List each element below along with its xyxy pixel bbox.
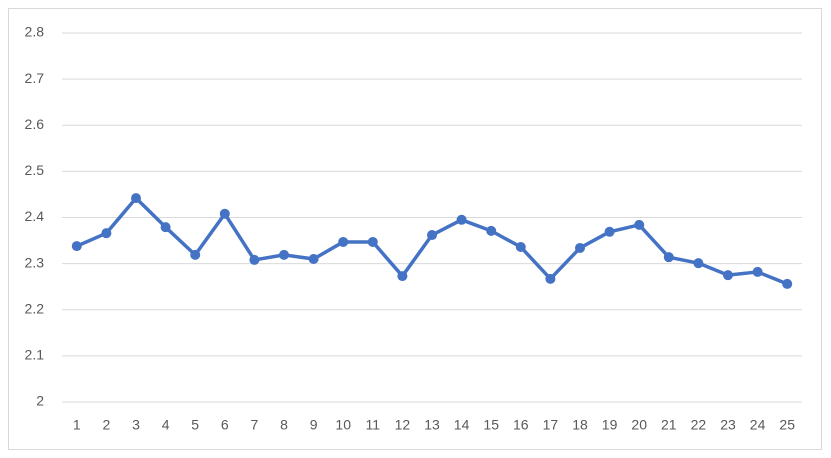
marker: [71, 241, 82, 252]
marker: [545, 273, 556, 284]
x-tick-label: 10: [335, 417, 351, 433]
x-tick-label: 3: [132, 417, 140, 433]
x-tick-label: 11: [366, 417, 381, 433]
x-tick-label: 7: [251, 417, 259, 433]
marker: [693, 258, 704, 269]
marker: [160, 222, 171, 233]
x-tick-label: 22: [691, 417, 707, 433]
x-tick-label: 9: [310, 417, 318, 433]
x-tick-label: 20: [631, 417, 647, 433]
marker: [634, 219, 645, 230]
x-tick-label: 2: [103, 417, 111, 433]
x-tick-label: 16: [513, 417, 529, 433]
marker: [397, 271, 408, 282]
x-tick-label: 19: [602, 417, 618, 433]
x-tick-label: 12: [395, 417, 411, 433]
marker: [752, 266, 763, 277]
y-tick-label: 2.2: [25, 300, 45, 316]
marker: [279, 249, 289, 260]
marker: [456, 214, 467, 225]
marker: [575, 242, 585, 253]
marker: [249, 254, 260, 265]
marker: [604, 226, 615, 237]
y-tick-label: 2: [36, 393, 44, 409]
y-tick-label: 2.3: [25, 254, 45, 270]
marker: [367, 236, 378, 247]
x-tick-label: 24: [750, 417, 766, 433]
marker: [308, 254, 319, 265]
marker: [723, 270, 733, 281]
marker: [219, 208, 230, 219]
marker: [131, 193, 141, 204]
y-tick-label: 2.7: [25, 70, 45, 86]
x-tick-label: 5: [191, 417, 199, 433]
x-tick-label: 17: [543, 417, 559, 433]
y-tick-label: 2.6: [25, 116, 45, 132]
x-tick-label: 6: [221, 417, 229, 433]
chart-border: [8, 8, 822, 450]
marker: [486, 225, 497, 236]
x-tick-label: 25: [779, 417, 795, 433]
marker: [515, 242, 526, 253]
marker: [101, 228, 112, 239]
marker: [427, 230, 437, 241]
marker: [338, 236, 349, 247]
marker: [190, 249, 201, 260]
x-tick-label: 14: [454, 417, 470, 433]
x-tick-label: 21: [661, 417, 677, 433]
x-tick-label: 23: [720, 417, 736, 433]
y-tick-label: 2.8: [25, 24, 45, 40]
y-tick-label: 2.4: [25, 208, 45, 224]
x-tick-label: 8: [280, 417, 288, 433]
x-tick-label: 18: [572, 417, 588, 433]
y-tick-label: 2.1: [25, 347, 45, 363]
marker: [782, 278, 793, 289]
x-tick-label: 4: [162, 417, 170, 433]
y-tick-label: 2.5: [25, 162, 45, 178]
x-tick-label: 1: [73, 417, 81, 433]
marker: [663, 252, 674, 263]
x-tick-label: 13: [424, 417, 440, 433]
x-tick-label: 15: [483, 417, 499, 433]
